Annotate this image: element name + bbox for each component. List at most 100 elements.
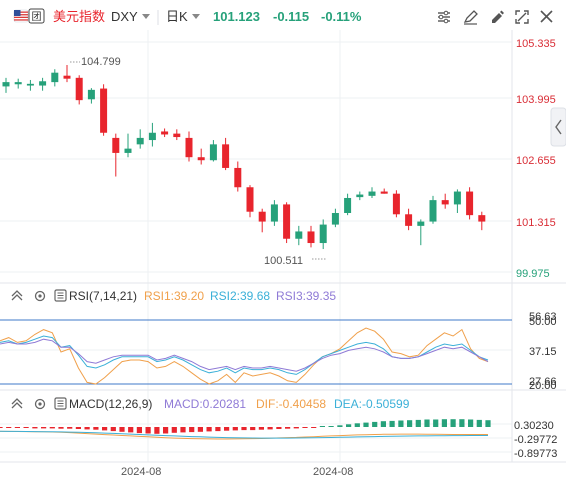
macd-bar (163, 427, 169, 434)
candle-body (185, 137, 193, 158)
macd-bar (189, 427, 195, 433)
macd-bar (389, 420, 395, 427)
candle-body (441, 200, 449, 205)
candle-body (197, 157, 205, 161)
macd-bar (171, 427, 177, 433)
macd-axis-label: -0.29772 (514, 434, 557, 446)
macd-bar (41, 427, 47, 429)
candle-body (344, 197, 352, 213)
visibility-icon[interactable] (54, 397, 67, 410)
price-axis-label: 105.335 (516, 38, 556, 50)
price-axis: 105.335 103.995 102.655 101.315 99.975 (516, 38, 556, 280)
macd-bar (215, 427, 221, 432)
indicator-settings-icon[interactable] (438, 10, 450, 24)
side-panel-toggle[interactable] (550, 107, 566, 147)
settings-gear-icon[interactable] (34, 398, 46, 410)
macd-bar (67, 427, 73, 429)
macd-bar (110, 427, 116, 432)
rsi-axis-label: 20.00 (529, 380, 557, 392)
candle-body (466, 191, 474, 216)
macd-bar (424, 419, 430, 427)
macd-bar (232, 427, 238, 431)
macd-bar (328, 426, 334, 427)
high-price-label: 104.799 (81, 56, 121, 68)
macd-bar (6, 427, 12, 428)
drawing-tool-icon[interactable] (463, 10, 478, 25)
candle-body (39, 81, 47, 86)
candle-body (63, 75, 71, 79)
visibility-icon[interactable] (54, 289, 67, 302)
candle-body (173, 133, 181, 138)
macd-bar (250, 427, 256, 431)
macd-bar (93, 427, 99, 430)
macd-bar (293, 427, 299, 429)
candle-body (478, 215, 486, 222)
price-change: -0.115 (273, 9, 309, 24)
candle-body (75, 77, 83, 101)
time-axis-label: 2024-08 (121, 466, 161, 478)
macd-bar (0, 427, 3, 428)
macd-bar (32, 427, 38, 429)
macd-bar (258, 427, 264, 430)
candle-body (295, 231, 303, 239)
macd-axis: 0.30230 -0.29772 -0.89773 (514, 420, 557, 460)
rsi-series (0, 327, 489, 385)
macd-bar (302, 427, 308, 428)
macd-bar (206, 427, 212, 432)
edit-tool-icon[interactable] (492, 10, 504, 24)
candlestick-series (2, 64, 486, 250)
candle-body (258, 211, 266, 222)
candle-body (417, 221, 425, 226)
chevron-down-icon[interactable] (142, 14, 150, 19)
candle-body (222, 144, 230, 168)
macd-bar (75, 427, 81, 429)
rsi-axis-label: 50.00 (529, 316, 557, 328)
macd-bar (136, 427, 142, 434)
macd-bar (485, 420, 491, 427)
macd-line-dea (0, 430, 488, 439)
close-icon[interactable] (540, 10, 553, 23)
candle-body (2, 82, 10, 87)
macd-bar (311, 427, 317, 428)
macd-legend: MACD(12,26,9) MACD:0.20281 DIF:-0.40458 … (11, 397, 410, 411)
price-axis-label: 99.975 (516, 268, 550, 280)
macd-bar (285, 427, 291, 429)
macd-bar (459, 419, 465, 427)
settings-gear-icon[interactable] (34, 290, 46, 302)
period-selector[interactable]: 日K (166, 9, 188, 24)
collapse-icon[interactable] (11, 398, 23, 409)
macd-bar (363, 422, 369, 427)
macd-bar (319, 426, 325, 427)
group-badge-icon: 团 (28, 8, 45, 24)
collapse-icon[interactable] (11, 290, 23, 301)
candle-body (100, 88, 108, 133)
candle-body (148, 132, 156, 141)
macd-bar (476, 419, 482, 427)
macd-bar (224, 427, 230, 431)
macd-bar (128, 427, 134, 433)
candle-body (209, 144, 217, 161)
price-axis-label: 102.655 (516, 155, 556, 167)
macd-bar (450, 419, 456, 427)
candle-body (234, 167, 242, 188)
candle-body (356, 194, 364, 198)
candle-body (429, 200, 437, 222)
period-chevron-down-icon[interactable] (192, 14, 200, 19)
candle-body (453, 191, 461, 205)
rsi-line-rsi2 (0, 335, 489, 375)
symbol-selector[interactable]: DXY (111, 9, 138, 24)
candle-body (87, 89, 95, 100)
macd-bar (84, 427, 90, 430)
macd-bar (241, 427, 247, 431)
macd-bar (372, 421, 378, 427)
rsi-line-rsi3 (0, 338, 489, 372)
candle-body (112, 137, 120, 153)
macd-bar (145, 427, 151, 434)
rsi3-value: RSI3:39.35 (276, 289, 336, 303)
grid-layer (0, 30, 566, 463)
macd-bar (276, 427, 282, 429)
fullscreen-icon[interactable] (515, 10, 529, 24)
macd-bar (380, 421, 386, 427)
chevron-left-icon[interactable] (555, 119, 562, 135)
macd-lines (0, 430, 488, 440)
